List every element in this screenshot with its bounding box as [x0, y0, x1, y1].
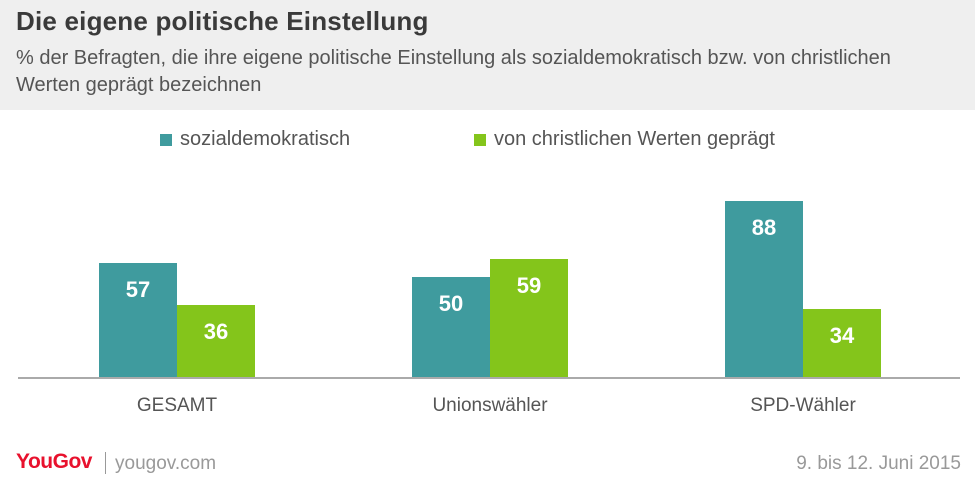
bar-sozialdemokratisch-1 [412, 277, 490, 377]
legend-label: von christlichen Werten geprägt [494, 128, 775, 150]
footer: YouGov yougov.com 9. bis 12. Juni 2015 [0, 448, 975, 480]
brand-part1: You [16, 450, 53, 473]
bar-value-label: 50 [439, 291, 463, 316]
footer-divider [105, 452, 106, 474]
bar-value-label: 34 [830, 323, 855, 348]
bar-value-label: 59 [517, 273, 541, 298]
footer-site: yougov.com [115, 453, 217, 474]
category-label: SPD-Wähler [750, 395, 856, 416]
legend-swatch-christlich [474, 133, 486, 146]
chart-title: Die eigene politische Einstellung [16, 6, 429, 36]
legend-item-christlich: von christlichen Werten geprägt [474, 128, 775, 151]
bar-value-label: 88 [752, 215, 776, 240]
category-label: GESAMT [137, 395, 218, 416]
legend: sozialdemokratisch von christlichen Wert… [0, 128, 975, 154]
bar-value-label: 36 [204, 319, 228, 344]
chart-subtitle: % der Befragten, die ihre eigene politis… [16, 47, 891, 96]
bar-christlich-0 [177, 305, 255, 377]
bar-chart: 57 36 GESAMT 50 59 Unionswähler 88 34 SPD-Wähler [18, 201, 960, 416]
footer-date: 9. bis 12. Juni 2015 [796, 453, 961, 474]
legend-label: sozialdemokratisch [180, 128, 351, 150]
bar-value-label: 57 [126, 277, 150, 302]
category-label: Unionswähler [432, 395, 548, 416]
bar-christlich-1 [490, 259, 568, 377]
bar-christlich-2 [803, 309, 881, 377]
bar-sozialdemokratisch-0 [99, 263, 177, 377]
legend-swatch-sozialdemokratisch [160, 133, 172, 146]
header-banner: Die eigene politische Einstellung % der … [0, 0, 975, 110]
yougov-logo: YouGov [16, 450, 92, 474]
legend-item-sozialdemokratisch: sozialdemokratisch [160, 128, 350, 151]
bar-sozialdemokratisch-2 [725, 201, 803, 377]
brand-part2: Gov [52, 450, 93, 473]
